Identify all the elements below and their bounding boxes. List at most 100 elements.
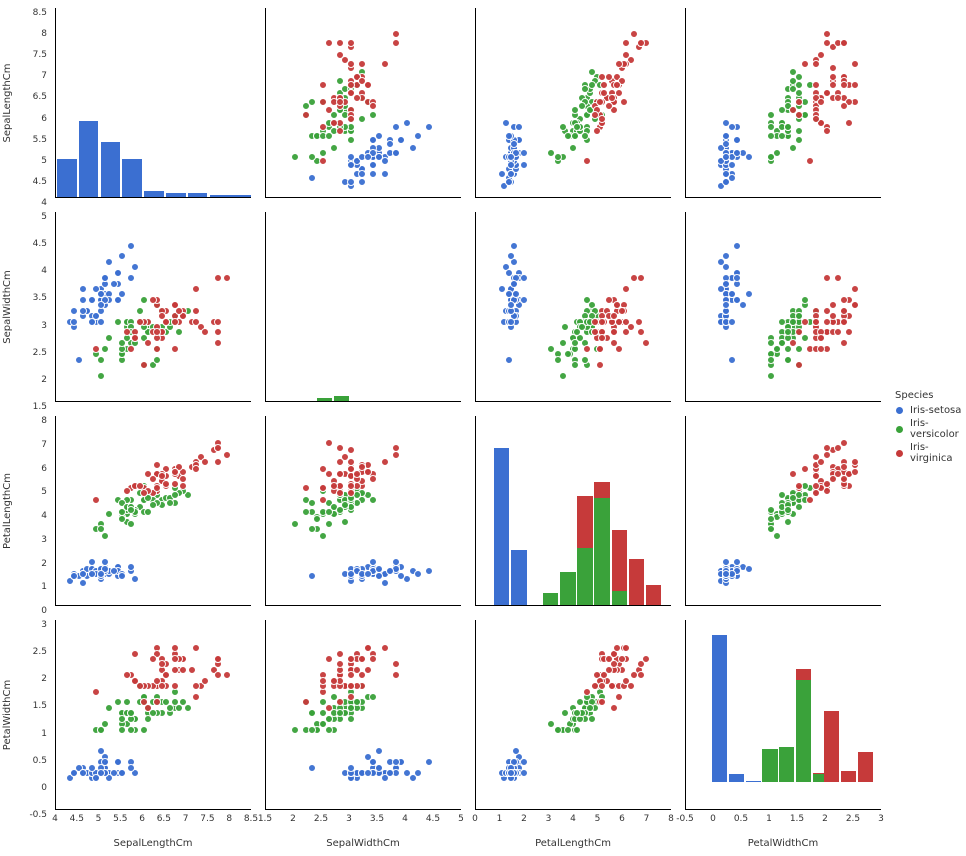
plot-area [55,620,251,810]
plot-area [55,212,251,402]
ytick: 0.5 [33,756,47,766]
ylabel: PetalLengthCm [2,473,13,549]
scatter-point [171,644,179,652]
xtick: 5 [595,814,601,824]
scatter-point [510,280,518,288]
ytick: 1 [41,582,47,592]
scatter-point [386,140,394,148]
scatter-point [581,356,589,364]
scatter-point [773,532,781,540]
scatter-point [745,153,753,161]
scatter-point [795,136,803,144]
scatter-point [425,123,433,131]
hist-bar-Iris-setosa [511,550,526,605]
ytick: 7 [41,440,47,450]
ytick: 4 [41,198,47,208]
scatter-point [596,345,604,353]
ytick: 3 [41,535,47,545]
ytick: 6.5 [33,92,47,102]
scatter-point [840,339,848,347]
scatter-point [598,115,606,123]
scatter-point [171,301,179,309]
scatter-point [171,318,179,326]
hist-bar-Iris-virginica [577,496,592,548]
scatter-point [829,73,837,81]
xtick: 6 [139,814,145,824]
scatter-point [767,111,775,119]
scatter-point [381,579,389,587]
scatter-point [347,39,355,47]
hist-bar-Iris-versicolor [317,398,332,401]
scatter-point [162,671,170,679]
scatter-point [733,242,741,250]
scatter-point [325,106,333,114]
ytick: 1.5 [33,701,47,711]
scatter-point [97,747,105,755]
cell-SepalLengthCm-vs-PetalWidthCm [685,8,881,198]
scatter-point [70,318,78,326]
scatter-point [840,102,848,110]
scatter-point [613,301,621,309]
scatter-point [505,132,513,140]
scatter-point [745,290,753,298]
scatter-point [149,475,157,483]
xtick: 7 [183,814,189,824]
scatter-point [308,525,316,533]
scatter-point [364,644,372,652]
legend-item-Iris-setosa: Iris-setosa [895,405,966,416]
scatter-point [773,149,781,157]
scatter-point [347,489,355,497]
scatter-point [364,666,372,674]
scatter-point [583,345,591,353]
xtick: 3 [878,814,884,824]
scatter-point [127,726,135,734]
scatter-point [127,520,135,528]
scatter-point [520,149,528,157]
scatter-point [845,119,853,127]
ytick: 6 [41,114,47,124]
scatter-point [127,563,135,571]
hist-bar-Iris-setosa [57,159,77,197]
ylabel: SepalLengthCm [2,64,13,143]
xtick: 4 [402,814,408,824]
scatter-point [795,345,803,353]
scatter-point [347,482,355,490]
scatter-point [801,334,809,342]
hist-bar-Iris-versicolor [543,593,558,605]
xtick: 1.5 [258,814,272,824]
ytick: 4 [41,266,47,276]
scatter-point [596,98,604,106]
scatter-point [336,506,344,514]
scatter-point [308,726,316,734]
scatter-point [114,269,122,277]
xtick: 7 [644,814,650,824]
scatter-point [88,296,96,304]
scatter-point [101,274,109,282]
scatter-point [97,356,105,364]
scatter-point [598,318,606,326]
scatter-point [823,127,831,135]
scatter-point [840,463,848,471]
xtick: 1 [497,814,503,824]
plot-area [55,416,251,606]
scatter-point [767,372,775,380]
legend-label: Iris-virginica [910,442,966,464]
scatter-point [336,458,344,466]
plot-area [265,416,461,606]
scatter-point [70,307,78,315]
scatter-point [97,769,105,777]
ytick: 2.5 [33,348,47,358]
scatter-point [635,318,643,326]
ytick: 2 [41,674,47,684]
scatter-point [561,709,569,717]
xtick: 7.5 [200,814,214,824]
scatter-point [223,274,231,282]
hist-bar-Iris-virginica [858,752,873,782]
scatter-point [622,285,630,293]
hist-bar-Iris-setosa [166,193,186,197]
legend: SpeciesIris-setosaIris-versicolorIris-vi… [895,390,966,466]
scatter-point [101,720,109,728]
scatter-point [520,296,528,304]
scatter-point [745,565,753,573]
scatter-point [347,81,355,89]
